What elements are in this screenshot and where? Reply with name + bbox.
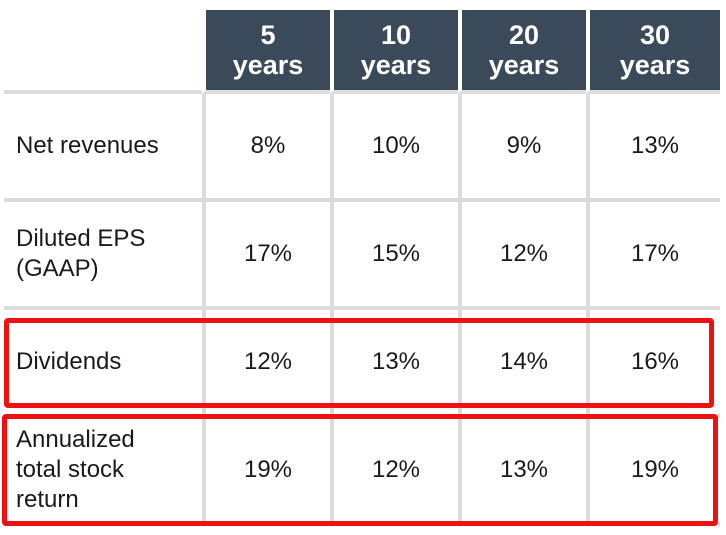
row-dividends: Dividends 12% 13% 14% 16% (4, 310, 720, 418)
cell-net-revenues-30y: 13% (586, 94, 720, 202)
cell-total-stock-return-30y: 19% (586, 418, 720, 526)
cell-diluted-eps-30y: 17% (586, 202, 720, 310)
row-label-diluted-eps-line1: Diluted EPS (16, 225, 146, 252)
header-5-years: 5 years (202, 10, 330, 94)
cell-total-stock-return-5y: 19% (202, 418, 330, 526)
row-label-total-stock-return: Annualized total stock return (4, 418, 202, 526)
cell-total-stock-return-20y: 13% (458, 418, 586, 526)
header-30-years-unit: years (619, 50, 691, 80)
cell-diluted-eps-20y: 12% (458, 202, 586, 310)
growth-rates-table-container: 5 years 10 years 20 years 30 years (4, 10, 720, 526)
row-label-dividends: Dividends (4, 310, 202, 418)
header-10-years-unit: years (360, 50, 432, 80)
header-5-years-number: 5 (260, 20, 276, 50)
header-30-years-number: 30 (639, 20, 671, 50)
row-label-total-stock-return-line1: Annualized (16, 426, 135, 453)
header-5-years-unit: years (232, 50, 304, 80)
cell-net-revenues-10y: 10% (330, 94, 458, 202)
header-20-years-unit: years (488, 50, 560, 80)
cell-diluted-eps-10y: 15% (330, 202, 458, 310)
row-label-net-revenues: Net revenues (4, 94, 202, 202)
header-30-years: 30 years (586, 10, 720, 94)
row-net-revenues: Net revenues 8% 10% 9% 13% (4, 94, 720, 202)
cell-dividends-5y: 12% (202, 310, 330, 418)
growth-rates-table: 5 years 10 years 20 years 30 years (4, 10, 720, 526)
row-total-stock-return: Annualized total stock return 19% 12% 13… (4, 418, 720, 526)
header-20-years-number: 20 (508, 20, 540, 50)
cell-dividends-20y: 14% (458, 310, 586, 418)
row-label-diluted-eps: Diluted EPS (GAAP) (4, 202, 202, 310)
cell-net-revenues-20y: 9% (458, 94, 586, 202)
cell-dividends-30y: 16% (586, 310, 720, 418)
header-10-years: 10 years (330, 10, 458, 94)
header-corner-cell (4, 10, 202, 94)
cell-dividends-10y: 13% (330, 310, 458, 418)
row-label-total-stock-return-line3: return (16, 486, 79, 513)
cell-total-stock-return-10y: 12% (330, 418, 458, 526)
header-10-years-number: 10 (380, 20, 412, 50)
row-label-total-stock-return-line2: total stock (16, 456, 125, 483)
cell-net-revenues-5y: 8% (202, 94, 330, 202)
header-20-years: 20 years (458, 10, 586, 94)
cell-diluted-eps-5y: 17% (202, 202, 330, 310)
row-label-diluted-eps-line2: (GAAP) (16, 255, 99, 282)
row-diluted-eps: Diluted EPS (GAAP) 17% 15% 12% 17% (4, 202, 720, 310)
header-row: 5 years 10 years 20 years 30 years (4, 10, 720, 94)
